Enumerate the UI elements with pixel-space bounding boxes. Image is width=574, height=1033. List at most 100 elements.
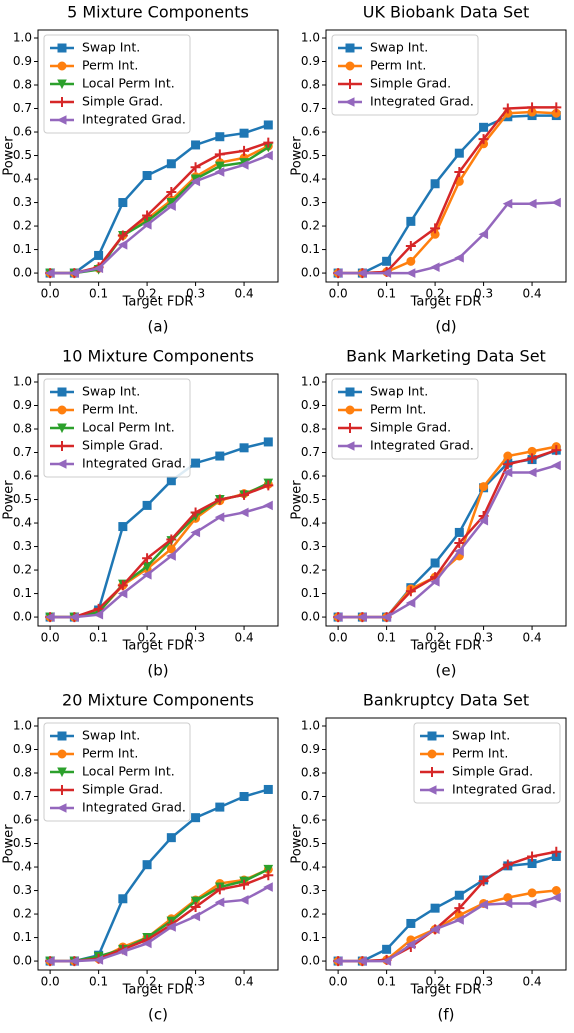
data-point xyxy=(551,892,561,903)
data-point xyxy=(357,956,367,966)
data-point xyxy=(45,956,55,966)
legend-label: Integrated Grad. xyxy=(370,94,474,109)
y-tick-label: 0.1 xyxy=(13,930,32,944)
data-point xyxy=(479,482,489,492)
legend-label: Swap Int. xyxy=(452,728,510,743)
series-line xyxy=(50,874,269,963)
legend-label: Simple Grad. xyxy=(370,420,451,435)
legend-label: Simple Grad. xyxy=(82,438,163,453)
data-point xyxy=(406,918,416,928)
data-point xyxy=(238,895,249,905)
legend-marker xyxy=(344,97,355,107)
legend-marker xyxy=(57,749,67,759)
legend-label: Local Perm Int. xyxy=(82,76,175,91)
y-tick-label: 0.7 xyxy=(301,445,320,459)
x-tick-label: 0.3 xyxy=(474,975,493,989)
y-tick-label: 0.8 xyxy=(13,766,32,780)
data-point xyxy=(142,171,152,181)
legend-marker xyxy=(345,43,355,53)
x-axis-label: Target FDR xyxy=(410,639,482,654)
series-line xyxy=(338,201,557,275)
data-point xyxy=(502,467,513,478)
y-tick-label: 0.2 xyxy=(13,219,32,233)
y-axis-label: Power xyxy=(290,824,305,864)
data-point xyxy=(454,903,465,914)
data-point xyxy=(454,546,464,557)
data-point xyxy=(214,167,225,177)
x-tick-label: 0.1 xyxy=(89,975,108,989)
series-line xyxy=(50,145,269,275)
data-point xyxy=(117,588,128,599)
y-tick-label: 0.9 xyxy=(13,742,32,756)
legend-label: Perm Int. xyxy=(370,402,426,417)
data-point xyxy=(118,522,128,532)
data-point xyxy=(430,903,440,913)
y-tick-label: 0.7 xyxy=(301,789,320,803)
y-tick-label: 1.0 xyxy=(301,374,320,388)
data-point xyxy=(215,451,225,461)
legend-label: Simple Grad. xyxy=(82,94,163,109)
y-tick-label: 0.7 xyxy=(13,101,32,115)
data-point xyxy=(238,507,249,518)
panel-caption: (e) xyxy=(436,662,457,680)
data-point xyxy=(526,898,537,909)
y-tick-label: 0.0 xyxy=(301,610,320,624)
chart-title: 10 Mixture Components xyxy=(62,347,254,366)
y-tick-label: 0.2 xyxy=(301,907,320,921)
y-tick-label: 0.1 xyxy=(301,930,320,944)
legend-label: Swap Int. xyxy=(82,728,140,743)
y-tick-label: 0.7 xyxy=(13,445,32,459)
data-point xyxy=(239,489,250,500)
series-line xyxy=(338,114,557,275)
legend-marker xyxy=(57,441,67,451)
y-tick-label: 1.0 xyxy=(13,374,32,388)
data-point xyxy=(93,955,104,965)
y-tick-label: 0.3 xyxy=(13,195,32,209)
legend-marker xyxy=(56,115,67,125)
y-axis-label: Power xyxy=(290,136,305,176)
series-line xyxy=(338,106,557,275)
legend-marker xyxy=(426,785,437,795)
data-point xyxy=(239,443,249,453)
legend-label: Integrated Grad. xyxy=(82,112,186,127)
legend-label: Perm Int. xyxy=(82,58,138,73)
data-point xyxy=(214,884,225,895)
plot-frame xyxy=(325,717,567,971)
x-tick-label: 0.2 xyxy=(426,975,445,989)
y-tick-label: 0.8 xyxy=(301,78,320,92)
data-point xyxy=(263,882,273,892)
y-tick-label: 0.6 xyxy=(301,125,320,139)
data-point xyxy=(333,612,343,622)
data-point xyxy=(239,128,249,138)
chart-title: 20 Mixture Components xyxy=(62,691,254,710)
x-tick-label: 0.3 xyxy=(474,287,493,301)
y-tick-label: 0.8 xyxy=(301,766,320,780)
legend-marker xyxy=(345,387,355,397)
x-axis-label: Target FDR xyxy=(410,983,482,998)
data-point xyxy=(166,476,176,486)
y-tick-label: 0.9 xyxy=(13,398,32,412)
x-axis-label: Target FDR xyxy=(122,639,194,654)
series-line xyxy=(338,448,557,619)
x-tick-label: 0.1 xyxy=(377,975,396,989)
data-point xyxy=(526,467,537,478)
y-tick-label: 0.6 xyxy=(301,469,320,483)
panel-caption: (c) xyxy=(148,1006,168,1024)
data-point xyxy=(430,558,440,568)
y-tick-label: 0.9 xyxy=(301,54,320,68)
y-tick-label: 0.3 xyxy=(13,883,32,897)
legend-box xyxy=(43,34,191,134)
y-tick-label: 0.0 xyxy=(301,266,320,280)
legend-marker xyxy=(427,731,437,741)
data-point xyxy=(166,159,176,169)
legend-marker xyxy=(427,749,437,759)
data-point xyxy=(527,102,538,113)
data-point xyxy=(166,922,176,932)
data-point xyxy=(503,451,513,461)
series-line xyxy=(338,110,557,275)
y-tick-label: 0.6 xyxy=(13,813,32,827)
y-axis-label: Power xyxy=(2,480,17,520)
legend-label: Swap Int. xyxy=(82,40,140,55)
data-point xyxy=(527,851,538,862)
